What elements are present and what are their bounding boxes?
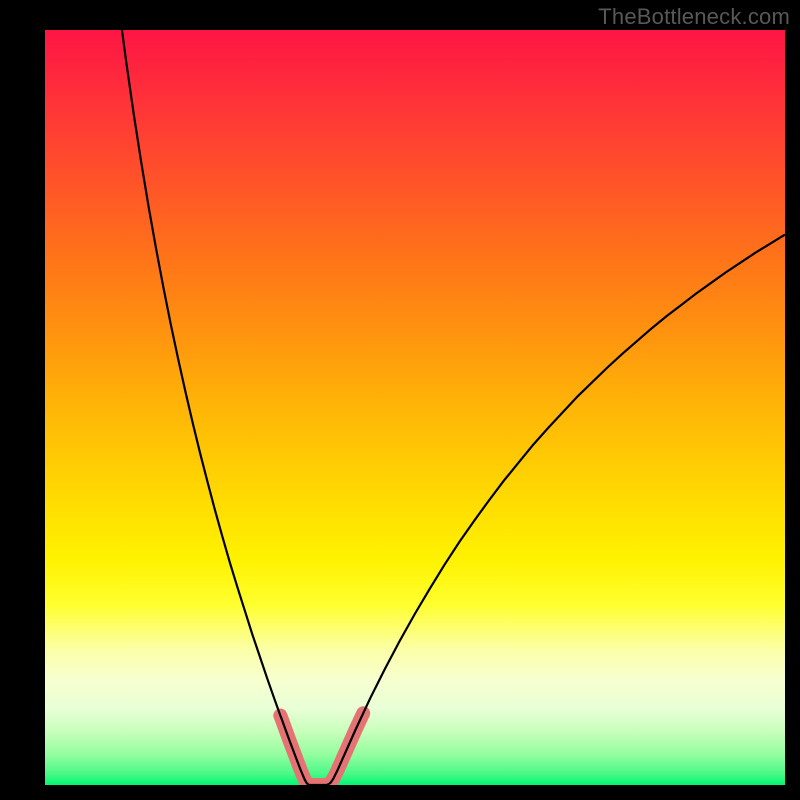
bottleneck-chart [0, 0, 800, 800]
watermark-label: TheBottleneck.com [598, 4, 790, 30]
chart-container: TheBottleneck.com [0, 0, 800, 800]
plot-gradient-background [45, 30, 785, 785]
